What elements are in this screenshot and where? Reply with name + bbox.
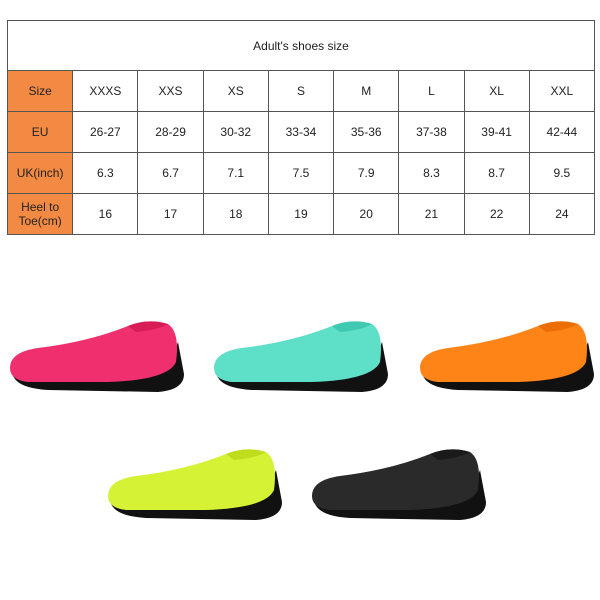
table-cell: 7.5	[267, 152, 335, 194]
row-header: Heel to Toe(cm)	[6, 193, 74, 235]
table-cell: 39-41	[463, 111, 530, 153]
table-cell: 17	[137, 193, 204, 235]
water-shoe-image	[214, 321, 388, 392]
row-header: UK(inch)	[6, 152, 74, 194]
table-cell: 6.3	[72, 152, 139, 194]
table-cell: M	[333, 70, 400, 112]
shoe-upper	[108, 449, 275, 510]
table-cell: 33-34	[267, 111, 335, 153]
table-cell: 42-44	[528, 111, 596, 153]
table-row: Heel to Toe(cm) 16 17 18 19 20 21 22 24	[6, 193, 596, 235]
table-cell: 37-38	[398, 111, 465, 153]
table-cell: 8.7	[463, 152, 530, 194]
table-cell: XXL	[528, 70, 596, 112]
shoe-upper	[420, 321, 587, 382]
table-cell: 24	[528, 193, 596, 235]
table-title: Adult's shoes size	[7, 20, 595, 71]
water-shoe-image	[312, 449, 486, 520]
table-cell: 28-29	[137, 111, 204, 153]
table-cell: 20	[333, 193, 400, 235]
row-header: EU	[6, 111, 74, 153]
size-chart-table: Adult's shoes size Size XXXS XXS XS S M L XL XXL…	[6, 20, 596, 235]
table-cell: S	[267, 70, 335, 112]
table-cell: 21	[398, 193, 465, 235]
table-cell: 26-27	[72, 111, 139, 153]
table-cell: 9.5	[528, 152, 596, 194]
table-row: Size XXXS XXS XS S M L XL XXL	[6, 70, 596, 112]
table-cell: XXS	[137, 70, 204, 112]
row-header: Size	[6, 70, 74, 112]
table-cell: 35-36	[333, 111, 400, 153]
table-cell: 19	[267, 193, 335, 235]
table-row: EU 26-27 28-29 30-32 33-34 35-36 37-38 39-41 42-…	[6, 111, 596, 153]
table-cell: XS	[202, 70, 269, 112]
water-shoe-image	[108, 449, 282, 520]
table-cell: 7.1	[202, 152, 269, 194]
table-cell: 8.3	[398, 152, 465, 194]
water-shoe-image	[10, 321, 184, 392]
table-cell: 7.9	[333, 152, 400, 194]
table-cell: XXXS	[72, 70, 139, 112]
table-cell: 22	[463, 193, 530, 235]
shoe-upper	[214, 321, 381, 382]
water-shoe-image	[420, 321, 594, 392]
table-cell: 30-32	[202, 111, 269, 153]
table-row: UK(inch) 6.3 6.7 7.1 7.5 7.9 8.3 8.7 9.5	[6, 152, 596, 194]
table-cell: 6.7	[137, 152, 204, 194]
shoe-upper	[10, 321, 177, 382]
table-cell: 18	[202, 193, 269, 235]
table-cell: 16	[72, 193, 139, 235]
shoe-upper	[312, 449, 479, 510]
table-cell: XL	[463, 70, 530, 112]
table-cell: L	[398, 70, 465, 112]
